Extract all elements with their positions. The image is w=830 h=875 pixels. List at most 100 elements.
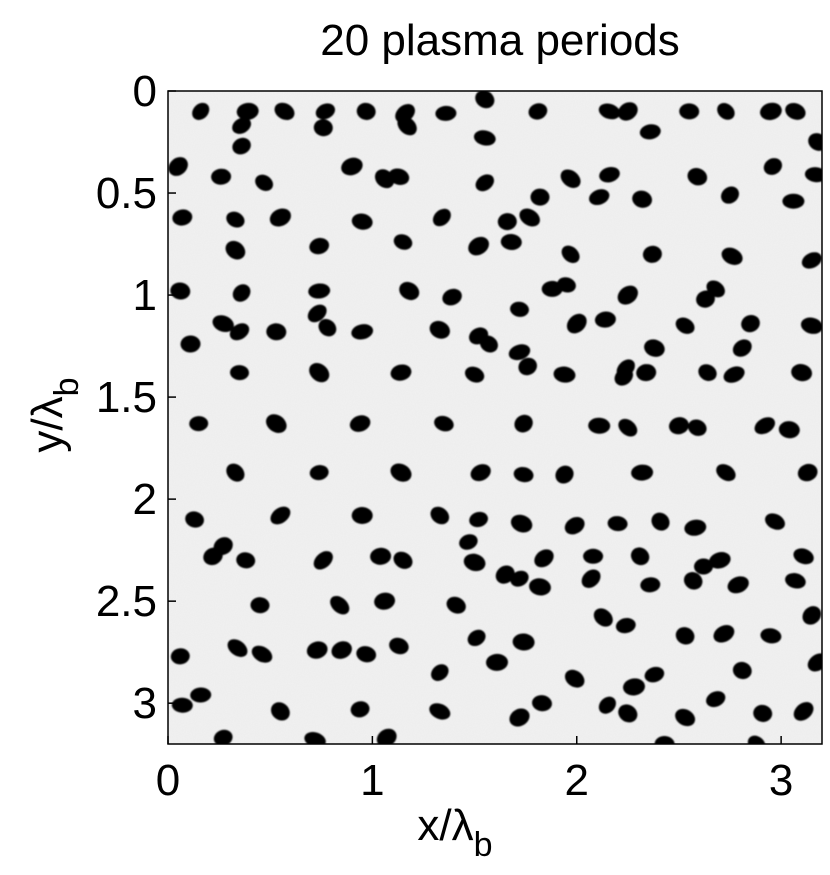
data-point (330, 595, 350, 615)
data-point (185, 511, 204, 528)
data-point (688, 419, 707, 436)
data-point (390, 463, 412, 482)
data-point (269, 208, 291, 227)
data-point (351, 324, 374, 340)
chart-title: 20 plasma periods (320, 16, 680, 65)
data-point (598, 103, 621, 120)
y-axis-label-subscript: b (48, 377, 86, 396)
data-point (510, 514, 533, 533)
data-point (397, 116, 417, 136)
data-point (429, 320, 450, 339)
data-point (232, 137, 251, 155)
data-point (753, 704, 773, 722)
data-point (694, 558, 713, 575)
data-point (593, 608, 613, 627)
plot-area (167, 90, 823, 745)
y-tick-label: 2.5 (96, 577, 157, 626)
data-point (599, 166, 620, 183)
data-point (459, 534, 478, 550)
data-point (266, 323, 287, 341)
data-point (356, 102, 376, 120)
data-point (213, 729, 233, 744)
data-point (266, 414, 287, 433)
data-point (442, 288, 462, 306)
data-point (341, 157, 363, 176)
data-point (732, 339, 752, 357)
data-point (785, 102, 806, 120)
data-point (532, 695, 552, 712)
data-point (581, 569, 601, 588)
data-point (808, 133, 822, 151)
data-point (479, 335, 498, 353)
x-axis-label-subscript: b (474, 826, 493, 864)
data-point (470, 464, 491, 482)
data-point (528, 103, 548, 120)
data-point (475, 91, 495, 109)
x-axis-label-main: x/λ (417, 801, 473, 850)
data-point (623, 678, 645, 696)
data-point (463, 553, 486, 572)
data-point (791, 363, 813, 382)
data-point (226, 211, 245, 228)
data-point (560, 169, 581, 188)
plot-frame (167, 90, 823, 745)
data-point (564, 516, 585, 535)
data-point (553, 366, 576, 383)
data-point (497, 213, 517, 231)
data-point (589, 189, 610, 206)
y-tick-label: 1.5 (96, 373, 157, 422)
data-point (541, 280, 563, 297)
data-point (594, 311, 616, 328)
data-point (168, 157, 188, 176)
data-point (468, 236, 489, 256)
data-point (229, 323, 250, 341)
data-point (230, 365, 249, 381)
data-point (473, 130, 496, 146)
data-point (754, 417, 776, 435)
y-tick-label: 3 (133, 679, 157, 728)
data-point (617, 285, 638, 305)
data-point (350, 701, 370, 718)
data-point (727, 576, 749, 594)
data-point (644, 666, 665, 683)
data-point (631, 464, 654, 481)
data-point (785, 573, 806, 589)
x-tick-label: 0 (156, 756, 180, 805)
data-point (393, 234, 413, 250)
data-point (617, 102, 638, 121)
data-point (644, 339, 665, 357)
data-point (800, 317, 822, 334)
data-point (431, 664, 449, 681)
data-point (226, 463, 245, 482)
data-point (668, 417, 689, 435)
data-point (747, 735, 766, 744)
data-point (763, 158, 783, 175)
data-point (171, 697, 193, 713)
data-point (716, 464, 736, 482)
data-point (679, 103, 700, 120)
data-point (760, 102, 782, 121)
x-tick-label: 3 (769, 756, 793, 805)
particle-points (168, 91, 822, 744)
data-point (308, 283, 331, 299)
data-point (598, 696, 616, 714)
data-point (486, 653, 508, 671)
data-point (376, 728, 397, 744)
data-point (530, 188, 550, 206)
data-point (675, 708, 696, 727)
data-point (529, 578, 551, 596)
data-point (642, 245, 662, 263)
data-point (315, 103, 336, 120)
data-point (675, 627, 695, 645)
data-point (351, 506, 373, 525)
data-point (717, 103, 735, 120)
data-point (255, 174, 274, 191)
data-point (232, 117, 252, 134)
data-point (399, 281, 420, 301)
data-point (434, 415, 454, 432)
data-point (566, 313, 587, 334)
data-point (721, 186, 739, 204)
data-point (732, 661, 752, 680)
data-point (801, 252, 822, 269)
data-point (510, 301, 529, 317)
